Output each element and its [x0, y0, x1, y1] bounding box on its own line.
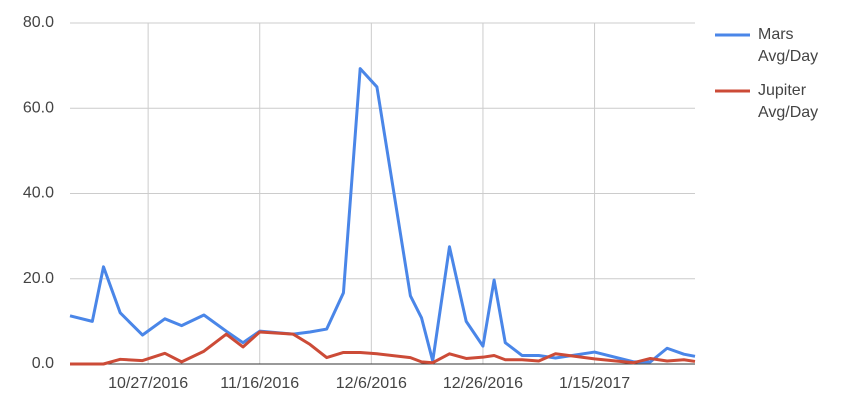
x-tick-label: 12/26/2016: [443, 375, 523, 392]
series-line: [70, 330, 696, 366]
y-tick-label: 20.0: [23, 270, 54, 287]
x-tick-label: 12/6/2016: [336, 375, 407, 392]
legend-label: Jupiter Avg/Day: [758, 82, 818, 121]
series-line: [69, 67, 696, 364]
y-tick-label: 60.0: [23, 99, 54, 116]
x-tick-label: 1/15/2017: [559, 375, 630, 392]
y-tick-label: 40.0: [23, 185, 54, 202]
x-tick-label: 11/16/2016: [220, 375, 299, 392]
legend-label: Mars Avg/Day: [758, 26, 818, 65]
y-tick-label: 0.0: [32, 355, 54, 372]
y-tick-label: 80.0: [23, 14, 54, 31]
x-tick-label: 10/27/2016: [108, 375, 188, 392]
